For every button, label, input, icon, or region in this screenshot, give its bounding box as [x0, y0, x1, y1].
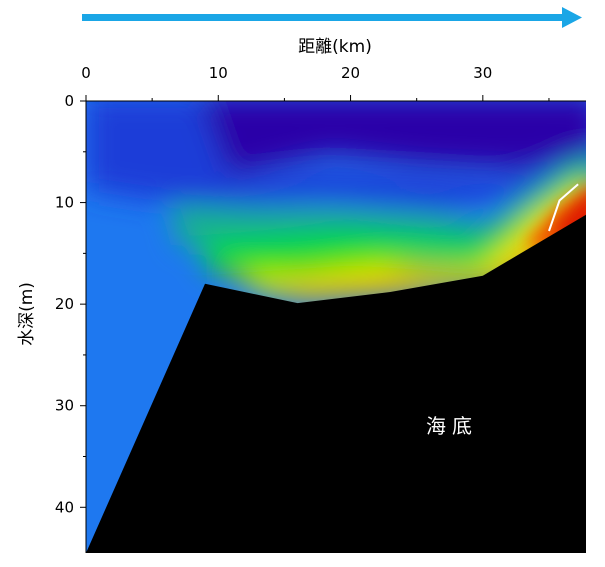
x-tick-label: 30 — [473, 64, 492, 82]
x-axis-title: 距離(km) — [298, 37, 372, 57]
heatmap-band-blue — [86, 101, 586, 210]
y-tick-label: 0 — [64, 92, 74, 110]
contour-line — [548, 183, 579, 232]
heatmap-band-deep-violet — [150, 101, 586, 175]
direction-arrow-shaft — [82, 14, 564, 21]
y-tick-label: 30 — [55, 397, 74, 415]
y-tick-label: 40 — [55, 498, 74, 516]
y-ticks: 0 10 20 30 40 — [55, 92, 86, 516]
y-axis-title: 水深(m) — [17, 282, 37, 346]
seabed — [86, 214, 586, 554]
x-tick-label: 0 — [81, 64, 91, 82]
x-tick-label: 10 — [209, 64, 228, 82]
x-tick-label: 20 — [341, 64, 360, 82]
y-tick-label: 10 — [55, 194, 74, 212]
heatmap-band-green — [200, 172, 586, 275]
direction-arrow-head — [562, 7, 582, 28]
x-ticks: 0 10 20 30 — [81, 64, 550, 101]
seabed-label: 海底 — [426, 414, 478, 438]
direction-arrow — [82, 7, 582, 28]
y-tick-label: 20 — [55, 295, 74, 313]
heatmap-band-teal — [170, 160, 586, 255]
